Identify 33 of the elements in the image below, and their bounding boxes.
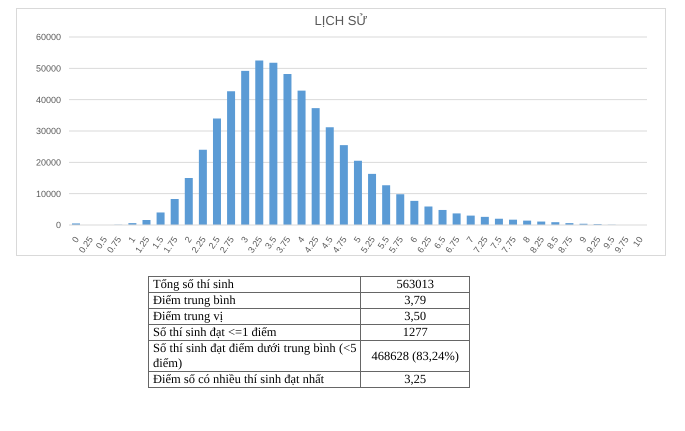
x-tick-label: 9 <box>577 234 588 245</box>
text: 3,25 <box>360 372 470 388</box>
x-tick-label: 8 <box>521 234 532 245</box>
y-tick-label: 10000 <box>36 188 61 199</box>
x-tick-label: 5 <box>352 234 363 245</box>
x-tick-label: 2 <box>182 234 194 245</box>
text: 3,50 <box>360 308 470 324</box>
y-tick-label: 50000 <box>36 64 61 74</box>
x-tick-label: 7 <box>464 234 476 245</box>
text: 1277 <box>360 324 470 340</box>
text: Điểm trung vị <box>148 308 361 324</box>
x-tick-label: 0 <box>70 234 81 245</box>
x-tick-label: 6.5 <box>432 234 448 251</box>
text: Điểm số có nhiều thí sinh đạt nhất <box>148 372 361 388</box>
chart-title: LỊCH SỬ <box>313 13 368 30</box>
x-tick-label: 6 <box>408 234 420 245</box>
text: Số thí sinh đạt điểm dưới trung bình (<5 điểm) <box>148 340 361 372</box>
y-tick-label: 20000 <box>36 158 61 168</box>
text: 468628 (83,24%) <box>360 340 470 372</box>
y-tick-label: 40000 <box>36 94 61 105</box>
text: Điểm trung bình <box>148 292 361 308</box>
y-tick-label: 0 <box>56 220 61 230</box>
text: Tổng số thí sinh <box>148 276 361 292</box>
text: 563013 <box>360 276 470 292</box>
x-tick-label: 10 <box>630 234 645 249</box>
x-tick-label: 4 <box>295 234 307 245</box>
text: Số thí sinh đạt <=1 điểm <box>148 324 361 340</box>
x-tick-label: 1 <box>126 234 138 245</box>
x-tick-label: 4.5 <box>319 234 335 251</box>
text: 3,79 <box>360 292 470 308</box>
y-tick-label: 30000 <box>36 126 61 136</box>
y-tick-label: 60000 <box>36 32 61 42</box>
x-tick-label: 3 <box>239 234 250 245</box>
